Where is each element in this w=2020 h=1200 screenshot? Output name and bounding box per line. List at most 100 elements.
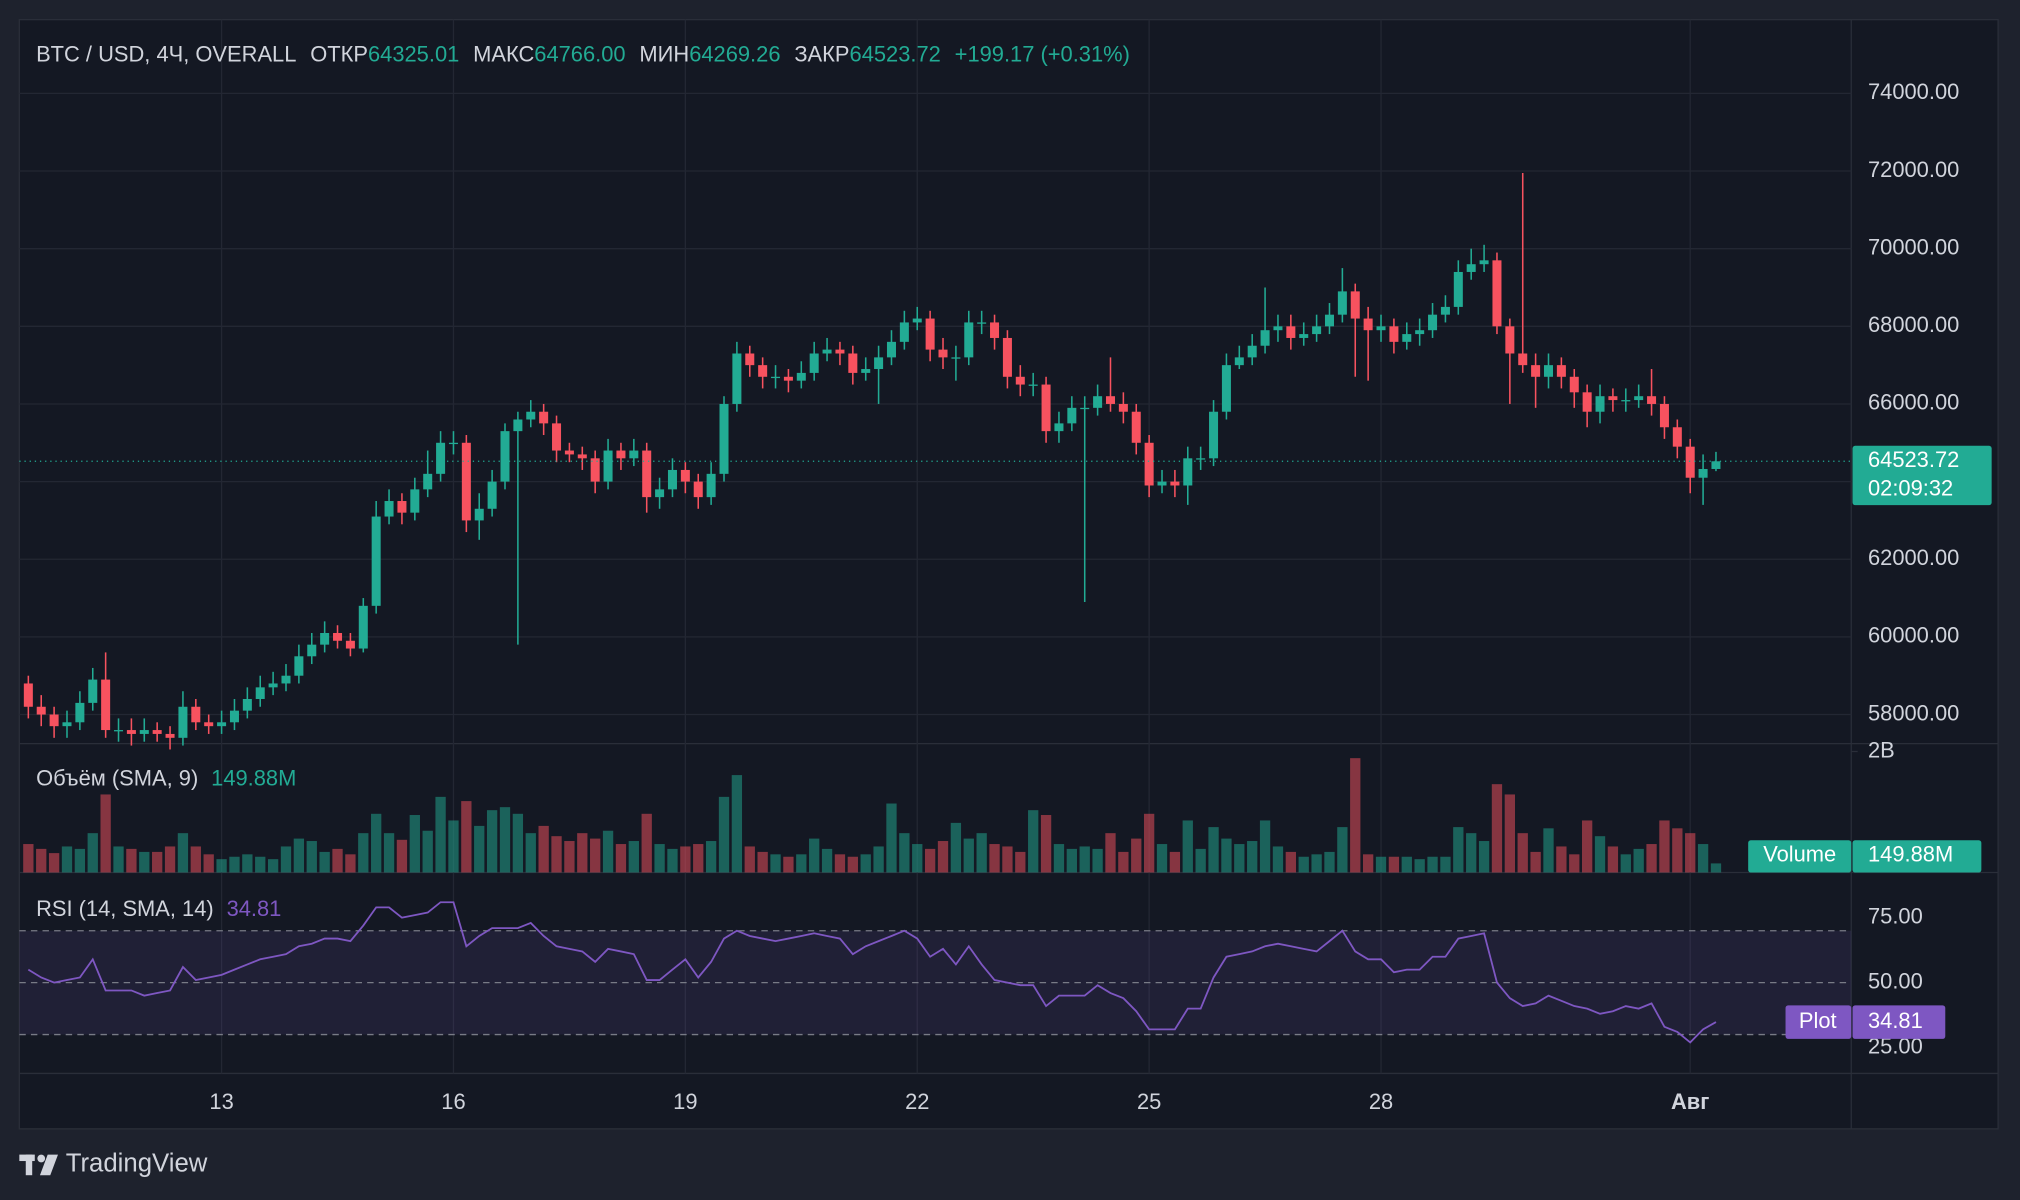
candle-body [1440,306,1450,315]
volume-bar [1169,851,1181,873]
candle-body [732,353,742,404]
volume-bar [48,853,60,873]
candle-body [62,722,72,727]
volume-bar [1388,856,1400,873]
candle-body [1389,326,1399,342]
candle-body [281,675,291,684]
volume-bar [667,848,678,873]
candle-body [642,450,652,498]
volume-bar [345,854,356,873]
volume-bar [1208,827,1219,873]
y-tick-label: 62000.00 [1868,545,1959,570]
volume-bar [1427,856,1438,873]
candle-body [964,322,974,358]
volume-bar [847,856,858,873]
volume-bar [1646,844,1657,873]
legend-value: 64269.26 [689,41,780,66]
volume-bar [1581,820,1593,873]
candle-body [771,376,781,379]
candle-body [1260,330,1270,346]
candle-body [616,450,626,459]
volume-bar [963,838,974,873]
volume-bar [499,807,511,873]
volume-bar [87,833,98,873]
candle-body [1093,396,1103,408]
candle-body [1067,407,1077,424]
rsi-line [27,901,1717,1044]
candle-body [1299,334,1309,338]
candle-body [75,702,85,723]
volume-bar [267,859,279,873]
volume-bar [770,854,781,873]
candle-body [1157,481,1167,486]
volume-bar [1659,820,1670,873]
x-tick-label: 28 [1369,1089,1393,1114]
header-legend: BTC / USD, 4Ч, OVERALL ОТКР64325.01 МАКС… [36,41,1130,66]
candle-body [152,730,162,734]
rsi-tick-label: 75.00 [1868,904,1923,929]
candle-body [1183,458,1193,486]
candle-body [114,730,124,732]
volume-bar [358,833,369,873]
brand-name: TradingView [66,1150,208,1178]
candle-body [1105,396,1115,404]
volume-bar [1504,794,1515,873]
volume-bar [1156,844,1168,873]
volume-bar [486,810,498,873]
candle-body [1144,442,1154,486]
volume-bar [1569,854,1580,873]
logo-part [25,1154,33,1176]
candle-body [1621,400,1631,402]
rsi-value-box [1852,1005,1946,1039]
logo-part [37,1154,46,1163]
volume-tick-label: 2B [1868,737,1895,762]
volume-bar [1440,856,1451,873]
candle-body [333,633,343,641]
candle-body [204,722,214,727]
volume-bar [1298,856,1309,873]
legend-value: 64325.01 [368,41,459,66]
candle-body [23,683,33,707]
volume-bar [203,854,214,873]
countdown-label: 02:09:32 [1868,475,1953,500]
candle-body [1479,260,1489,265]
candle-body [848,353,858,373]
volume-bar [924,848,936,873]
volume-bar [36,848,47,873]
candle-body [1131,411,1141,443]
volume-bar [422,830,433,873]
volume-tag-box [1748,840,1852,873]
candle-body [1350,291,1360,319]
volume-bar [1259,820,1271,873]
logo-part [39,1154,58,1176]
candle-body [938,349,948,358]
volume-bar [1040,815,1052,873]
candle-body [925,318,935,350]
volume-bar [306,841,317,873]
candle-body [255,687,265,699]
candle-body [758,365,768,377]
candle-body [1453,271,1463,307]
volume-bar [242,854,253,873]
volume-bar [1105,833,1116,873]
candle-body [448,442,458,445]
volume-bar [461,801,472,873]
volume-bar [538,825,549,873]
candle-body [1659,403,1669,428]
candle-body [693,481,703,498]
volume-bar [1517,833,1528,873]
candle-body [139,730,149,734]
candle-body [49,714,59,727]
candle-body [552,423,562,451]
volume-bar [1594,836,1606,873]
candle-body [874,357,884,370]
volume-bar [396,839,408,873]
volume-bar [1337,827,1348,873]
candle-body [500,431,510,482]
volume-bar [23,844,34,873]
candle-body [977,322,987,324]
candle-body [307,644,317,657]
volume-bar [1620,854,1631,873]
candle-body [1015,376,1025,385]
